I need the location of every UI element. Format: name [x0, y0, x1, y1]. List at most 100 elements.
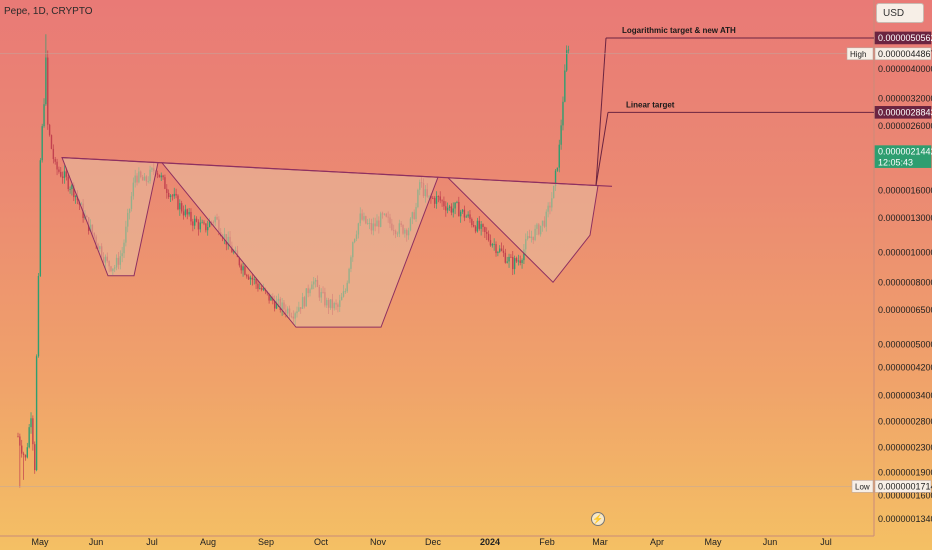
candle-body [508, 256, 510, 262]
candle-body [171, 195, 174, 197]
candle-body [478, 220, 480, 229]
price-tag[interactable]: 0.0000021442112:05:43 [874, 145, 932, 168]
candle-body [519, 260, 521, 263]
y-tick-label: 0.00000013400 [878, 514, 932, 524]
candle-body [445, 206, 447, 211]
candle-body [69, 189, 71, 190]
candle-body [190, 211, 192, 222]
candle-body [486, 232, 488, 234]
candle-body [180, 203, 183, 212]
y-tick-label: 0.00000130000 [878, 213, 932, 223]
lightning-icon[interactable]: ⚡ [591, 512, 605, 526]
candle-body [28, 427, 30, 448]
candle-body [158, 174, 161, 178]
candle-body [166, 188, 168, 193]
candle-body [50, 135, 53, 149]
candle-body [270, 296, 272, 301]
candle-body [497, 251, 499, 254]
candle-body [30, 418, 32, 428]
price-tag[interactable]: 0.00000288432 [874, 106, 932, 119]
log-target-annotation: Logarithmic target & new ATH [622, 26, 736, 35]
y-tick-label: 0.00000080000 [878, 277, 932, 287]
x-tick-label: Feb [539, 537, 555, 547]
candle-body [560, 125, 562, 145]
candle-body [253, 278, 255, 280]
candle-body [471, 219, 473, 226]
candle-body [506, 261, 508, 263]
head-shape[interactable] [160, 162, 439, 328]
candle-body [456, 201, 458, 203]
candle-body [513, 258, 516, 270]
candle-body [54, 159, 56, 162]
price-tag[interactable]: 0.00000505625 [874, 31, 932, 45]
candle-body [260, 288, 263, 290]
candle-body [162, 175, 164, 178]
price-tag[interactable]: 0.00000017140 Low [0, 480, 932, 493]
candle-body [461, 209, 464, 212]
candle-body [156, 173, 159, 175]
log-target-projection[interactable] [595, 37, 607, 186]
candle-body [476, 220, 479, 232]
candle-body [439, 196, 441, 201]
candle-body [60, 171, 62, 177]
side-label-text: Low [855, 482, 870, 491]
candle-body [24, 454, 27, 458]
neckline[interactable] [61, 156, 613, 187]
x-tick-label: Dec [425, 537, 442, 547]
candle-body [167, 192, 170, 198]
candle-body [255, 278, 257, 284]
candle-body [469, 214, 471, 220]
candle-body [71, 184, 73, 190]
right-shoulder-shape[interactable] [446, 177, 599, 284]
y-tick-label: 0.00000065000 [878, 305, 932, 315]
y-tick-label: 0.00000028000 [878, 416, 932, 426]
candle-body [443, 201, 445, 207]
candle-body [465, 216, 467, 218]
candle-body [35, 356, 38, 471]
candle-body [169, 195, 172, 198]
countdown-text: 12:05:43 [878, 158, 913, 168]
candle-body [273, 300, 276, 309]
candle-body [502, 250, 505, 253]
candle-body [262, 288, 265, 290]
symbol-title[interactable]: Pepe, 1D, CRYPTO [4, 6, 93, 17]
candle-body [74, 195, 77, 198]
candle-body [499, 248, 501, 252]
candle-body [489, 240, 492, 246]
candle-body [251, 277, 254, 280]
candle-body [177, 195, 179, 210]
candle-body [39, 160, 42, 276]
candle-body [567, 49, 570, 51]
price-tag-text: 0.00000505625 [878, 33, 932, 43]
price-tag-bg [874, 31, 932, 45]
candle-body [566, 50, 568, 71]
candle-body [73, 184, 75, 198]
price-tag-text: 0.00000214421 [878, 147, 932, 157]
candle-body [175, 193, 177, 196]
candle-body [164, 177, 166, 189]
linear-target-projection[interactable] [595, 112, 609, 186]
candle-body [523, 249, 525, 261]
candle-body [495, 244, 497, 254]
price-tag[interactable]: 0.00000448671 High [0, 47, 932, 61]
candle-body [67, 176, 69, 190]
currency-selector[interactable]: USD [876, 3, 924, 23]
candle-body [192, 221, 194, 226]
x-tick-label: Mar [592, 537, 608, 547]
candle-body [562, 101, 564, 126]
candle-body [179, 203, 181, 210]
y-tick-label: 0.00000160000 [878, 185, 932, 195]
candle-body [160, 175, 162, 178]
y-tick-label: 0.00000016000 [878, 491, 932, 501]
price-tag-bg [874, 145, 932, 168]
candle-body [32, 418, 34, 445]
candle-body [205, 223, 207, 231]
candle-body [558, 144, 560, 168]
left-shoulder-shape[interactable] [61, 157, 159, 277]
candle-body [450, 206, 453, 213]
x-tick-label: Jul [820, 537, 832, 547]
price-tag-bg [874, 480, 932, 493]
candle-body [458, 201, 460, 217]
